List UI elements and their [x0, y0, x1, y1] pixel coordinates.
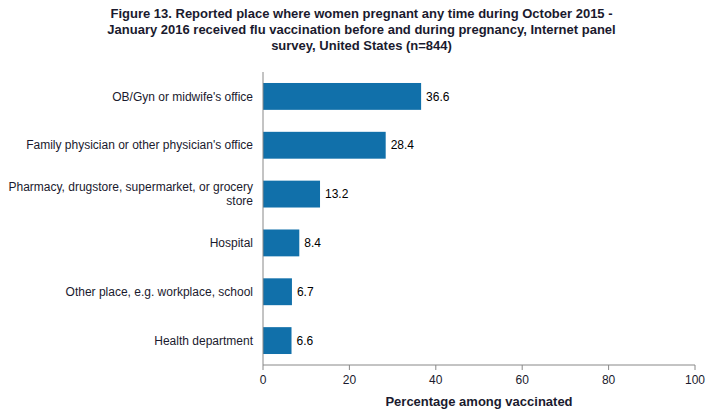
category-label: Family physician or other physician's of…	[26, 138, 253, 152]
x-tick	[349, 365, 350, 370]
bar	[263, 181, 320, 208]
x-tick	[435, 365, 436, 370]
title: Figure 13. Reported place where women pr…	[107, 6, 615, 53]
category-label: Health department	[154, 334, 253, 348]
data-label: 13.2	[325, 187, 349, 201]
bars	[263, 83, 421, 354]
bar	[263, 83, 421, 110]
x-tick-label: 40	[429, 373, 443, 387]
x-tick-label: 20	[343, 373, 357, 387]
bar	[263, 132, 386, 159]
category-label: Hospital	[210, 236, 253, 250]
data-label: 28.4	[391, 138, 415, 152]
data-label: 6.7	[297, 285, 314, 299]
x-tick-label: 60	[516, 373, 530, 387]
x-axis-label: Percentage among vaccinated	[385, 394, 572, 409]
data-label: 8.4	[304, 236, 321, 250]
x-tick-label: 100	[685, 373, 705, 387]
x-tick	[695, 365, 696, 370]
category-label: Pharmacy, drugstore, supermarket, or gro…	[8, 180, 253, 208]
bar	[263, 278, 292, 305]
x-tick-label: 0	[260, 373, 267, 387]
x-tick	[608, 365, 609, 370]
x-tick	[263, 365, 264, 370]
x-tick	[522, 365, 523, 370]
chart: Figure 13. Reported place where women pr…	[0, 0, 723, 417]
bar	[263, 327, 292, 354]
x-tick-label: 80	[602, 373, 616, 387]
x-axis-line	[263, 365, 695, 366]
data-label: 36.6	[426, 90, 450, 104]
zero-line	[263, 72, 264, 365]
bar	[263, 229, 299, 256]
data-label: 6.6	[297, 334, 314, 348]
category-label: OB/Gyn or midwife's office	[112, 90, 253, 104]
category-label: Other place, e.g. workplace, school	[66, 285, 253, 299]
